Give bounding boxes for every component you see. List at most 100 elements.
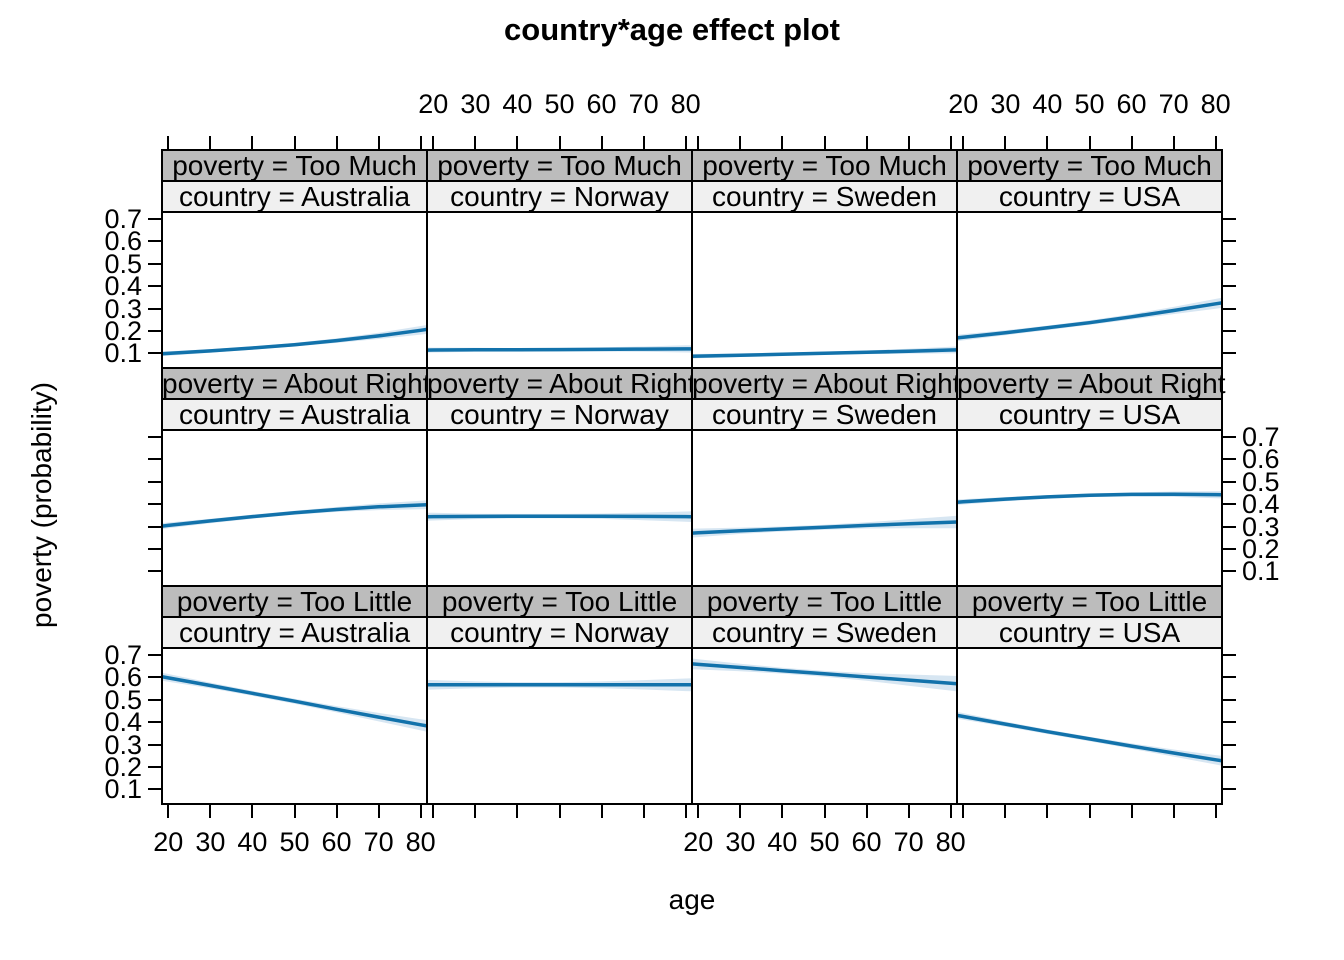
strip-country-label: country = Sweden (712, 181, 937, 212)
panel-too-little-norway (427, 648, 692, 804)
strip-poverty-label: poverty = About Right (427, 368, 696, 399)
strip-country-label: country = Norway (450, 181, 669, 212)
strip-country-label: country = Norway (450, 399, 669, 430)
x-tick-top (167, 136, 170, 150)
strip-country-usa: country = USA (957, 181, 1222, 212)
x-tick-bottom (865, 804, 868, 818)
y-tick-right (1222, 765, 1236, 768)
x-tick-top (335, 136, 338, 150)
y-tick-left (148, 743, 162, 746)
x-tick-label-bottom: 70 (363, 827, 394, 857)
y-tick-left (148, 676, 162, 679)
grid-hline-r1-0 (161, 367, 1223, 369)
panel-svg (957, 491, 1222, 505)
fit-line (162, 674, 427, 728)
x-tick-bottom (432, 804, 435, 818)
strip-poverty-label: poverty = About Right (162, 368, 431, 399)
panel-about-right-sweden (692, 430, 957, 586)
x-tick-label-bottom: 70 (893, 827, 924, 857)
panel-svg (162, 325, 427, 357)
fit-line (692, 348, 957, 358)
x-tick-top (949, 136, 952, 150)
strip-poverty-label: poverty = Too Little (441, 586, 678, 617)
panel-too-little-usa (957, 648, 1222, 804)
y-tick-right (1222, 698, 1236, 701)
x-axis-label: age (668, 884, 716, 915)
strip-country-sweden: country = Sweden (692, 617, 957, 648)
y-tick-label-left: 0.3 (104, 729, 142, 760)
strip-country-sweden: country = Sweden (692, 399, 957, 430)
fit-line (427, 347, 692, 352)
x-tick-label-top: 30 (460, 89, 491, 119)
grid-hline-r2-0 (161, 585, 1223, 587)
x-tick-top (600, 136, 603, 150)
x-tick-label-top: 50 (544, 89, 575, 119)
x-tick-bottom (1004, 804, 1007, 818)
panel-svg (692, 346, 957, 359)
strip-poverty-label: poverty = Too Little (176, 586, 413, 617)
strip-country-norway: country = Norway (427, 181, 692, 212)
x-tick-label-bottom: 60 (321, 827, 352, 857)
x-tick-bottom (419, 804, 422, 818)
strip-poverty-about-right-usa: poverty = About Right (957, 368, 1226, 399)
panel-svg (162, 672, 427, 732)
strip-country-label: country = Australia (178, 399, 411, 430)
strip-poverty-label: poverty = Too Little (706, 586, 943, 617)
x-tick-top (781, 136, 784, 150)
grid-hline-r2-3 (161, 803, 1223, 805)
y-tick-left (148, 480, 162, 483)
strip-poverty-about-right-sweden: poverty = About Right (692, 368, 961, 399)
strip-poverty-label: poverty = Too Little (971, 586, 1208, 617)
x-tick-bottom (907, 804, 910, 818)
y-tick-left (148, 329, 162, 332)
x-tick-top (697, 136, 700, 150)
y-tick-label-left: 0.5 (104, 248, 142, 279)
y-tick-label-left: 0.7 (104, 639, 142, 670)
strip-country-label: country = USA (998, 617, 1181, 648)
fit-line (427, 514, 692, 519)
x-tick-bottom (377, 804, 380, 818)
y-tick-label-left: 0.2 (104, 751, 142, 782)
y-tick-right (1222, 721, 1236, 724)
x-tick-bottom (516, 804, 519, 818)
x-tick-bottom (1088, 804, 1091, 818)
y-tick-label-left: 0.6 (104, 226, 142, 257)
y-tick-right (1222, 262, 1236, 265)
x-tick-label-bottom: 40 (237, 827, 268, 857)
x-tick-top (474, 136, 477, 150)
strip-country-usa: country = USA (957, 399, 1222, 430)
strip-poverty-too-much-usa: poverty = Too Much (957, 150, 1222, 181)
strip-country-australia: country = Australia (162, 617, 427, 648)
x-tick-label-top: 70 (628, 89, 659, 119)
x-tick-top (684, 136, 687, 150)
strip-country-label: country = USA (998, 181, 1181, 212)
strip-poverty-label: poverty = Too Much (172, 150, 417, 181)
y-tick-left (148, 458, 162, 461)
y-tick-left (148, 352, 162, 355)
strip-poverty-label: poverty = Too Much (967, 150, 1212, 181)
grid-hline-r0-2 (161, 211, 1223, 213)
x-tick-top (1214, 136, 1217, 150)
y-tick-right (1222, 435, 1236, 438)
x-tick-top (1130, 136, 1133, 150)
panel-svg (692, 658, 957, 692)
y-tick-right (1222, 653, 1236, 656)
strip-poverty-too-little-australia: poverty = Too Little (162, 586, 427, 617)
y-tick-label-left: 0.5 (104, 684, 142, 715)
x-tick-label-bottom: 80 (405, 827, 436, 857)
y-tick-left (148, 721, 162, 724)
y-tick-left (148, 217, 162, 220)
strip-country-australia: country = Australia (162, 181, 427, 212)
x-tick-label-top: 40 (1032, 89, 1063, 119)
y-tick-left (148, 285, 162, 288)
y-tick-right (1222, 788, 1236, 791)
strip-country-label: country = Sweden (712, 399, 937, 430)
chart-title: country*age effect plot (504, 12, 840, 47)
y-tick-right (1222, 570, 1236, 573)
y-tick-right (1222, 307, 1236, 310)
x-tick-bottom (962, 804, 965, 818)
panel-svg (427, 678, 692, 692)
x-tick-top (209, 136, 212, 150)
panel-svg (957, 297, 1222, 342)
